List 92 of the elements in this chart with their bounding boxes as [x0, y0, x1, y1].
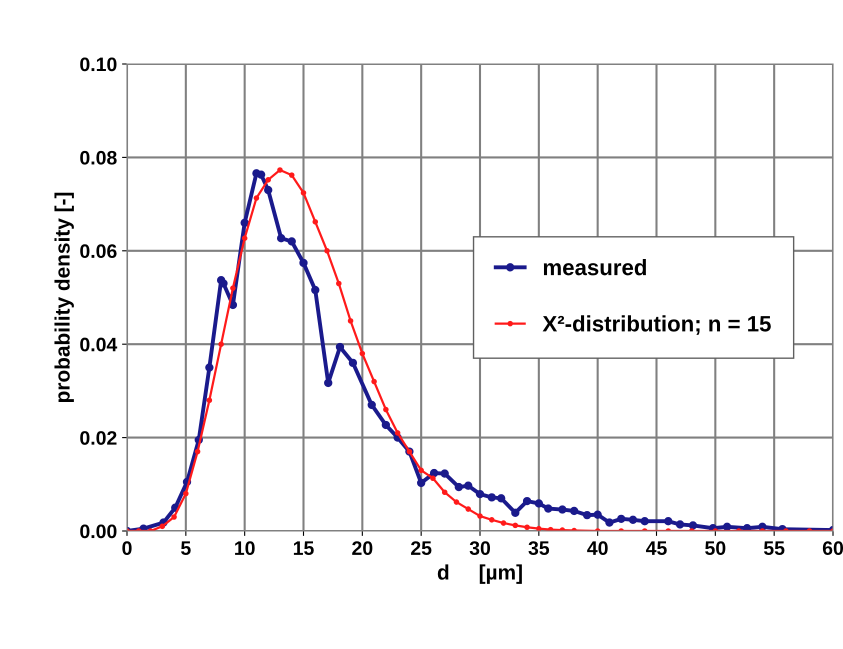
- point: [276, 234, 286, 242]
- point: [277, 167, 283, 173]
- point: [628, 516, 638, 524]
- x-tick-label: 55: [764, 541, 784, 556]
- point: [640, 517, 649, 526]
- point: [488, 517, 495, 523]
- point: [454, 482, 463, 492]
- point: [348, 318, 354, 324]
- point: [477, 513, 483, 519]
- point: [430, 468, 438, 478]
- point: [205, 363, 214, 372]
- point: [594, 510, 602, 519]
- point: [464, 482, 472, 490]
- point: [605, 518, 614, 527]
- point: [160, 524, 166, 530]
- point: [465, 506, 472, 512]
- point: [371, 378, 377, 384]
- point: [368, 400, 376, 410]
- point: [324, 378, 332, 388]
- point: [430, 475, 436, 482]
- point: [442, 489, 448, 496]
- point: [500, 520, 506, 526]
- point: [394, 430, 400, 436]
- point: [664, 517, 672, 526]
- point: [336, 280, 342, 286]
- point: [722, 522, 732, 531]
- point: [194, 448, 200, 454]
- x-tick-label: 30: [470, 541, 490, 556]
- point: [440, 469, 449, 478]
- point: [524, 524, 530, 530]
- x-tick-label: 60: [822, 541, 843, 556]
- point: [218, 341, 224, 347]
- y-tick-label: 0.06: [80, 244, 117, 258]
- point: [544, 504, 552, 513]
- y-tick-label: 0.02: [80, 431, 117, 445]
- y-tick-label: 0.08: [80, 150, 117, 165]
- point: [536, 526, 542, 531]
- point: [511, 508, 520, 517]
- point: [488, 493, 496, 502]
- y-tick-label: 0.00: [80, 524, 116, 538]
- x-tick-label: 0: [122, 541, 132, 556]
- point: [324, 248, 330, 254]
- point: [348, 358, 358, 368]
- x-tick-label: 20: [352, 541, 372, 556]
- point: [382, 420, 390, 430]
- point: [417, 478, 426, 488]
- point: [742, 524, 752, 531]
- point: [171, 514, 177, 520]
- x-axis-title: d [µm]: [438, 564, 522, 584]
- x-tick-label: 5: [181, 541, 191, 556]
- point: [360, 350, 366, 356]
- point: [240, 218, 249, 227]
- x-tick-label: 40: [587, 541, 608, 556]
- point: [454, 499, 460, 505]
- legend-label: X²-distribution; n = 15: [542, 315, 771, 335]
- point: [418, 468, 424, 474]
- point: [558, 505, 567, 514]
- point: [312, 219, 318, 225]
- point: [242, 235, 248, 241]
- x-tick-label: 50: [705, 541, 726, 556]
- point: [383, 406, 389, 412]
- point: [256, 170, 266, 179]
- point: [288, 237, 296, 246]
- y-tick-label: 0.10: [80, 57, 116, 72]
- x-tick-label: 45: [646, 541, 667, 556]
- x-tick-label: 25: [411, 541, 432, 556]
- point: [688, 521, 698, 530]
- x-tick-label: 35: [528, 541, 550, 556]
- y-axis-title: probability density [-]: [54, 192, 74, 402]
- point: [512, 522, 518, 528]
- point: [264, 186, 272, 194]
- point: [183, 490, 189, 496]
- point: [265, 177, 271, 183]
- point: [476, 490, 484, 498]
- x-tick-label: 10: [235, 541, 255, 556]
- point: [299, 258, 308, 268]
- point: [230, 285, 236, 291]
- point: [522, 496, 532, 506]
- point: [300, 190, 306, 196]
- point: [582, 510, 592, 520]
- point: [570, 506, 578, 516]
- point: [497, 494, 506, 502]
- x-tick-label: 15: [294, 541, 314, 556]
- point: [676, 520, 684, 529]
- point: [617, 514, 626, 524]
- point: [534, 499, 543, 508]
- point: [206, 397, 212, 404]
- y-tick-label: 0.04: [80, 338, 118, 352]
- point: [311, 286, 320, 294]
- point: [254, 195, 260, 201]
- point: [288, 172, 295, 178]
- legend-label: measured: [544, 259, 646, 276]
